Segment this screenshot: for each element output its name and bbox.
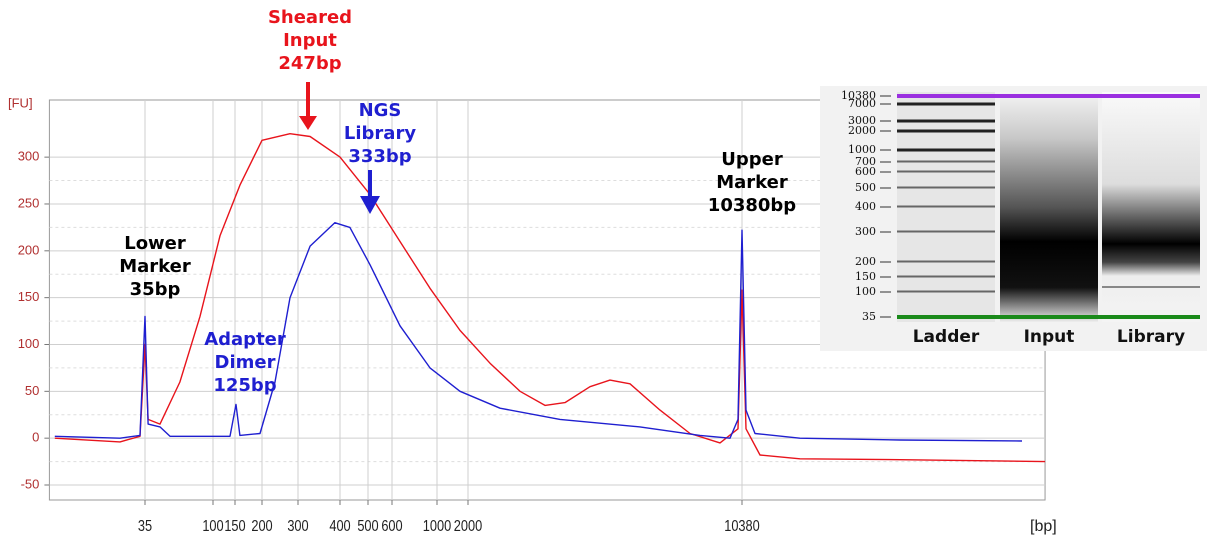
y-tick-label: -50 bbox=[21, 476, 40, 491]
ladder-band bbox=[897, 120, 995, 123]
gel-image: 1038070003000200010007006005004003002001… bbox=[820, 86, 1207, 351]
x-tick-label: 300 bbox=[287, 518, 308, 536]
annotation-text: 10380bp bbox=[708, 195, 797, 216]
ladder-size-label: 500 bbox=[855, 181, 876, 194]
annotation-text: 247bp bbox=[278, 53, 341, 74]
y-tick-label: 300 bbox=[18, 149, 40, 164]
x-tick-label: 2000 bbox=[454, 518, 482, 536]
y-tick-label: 250 bbox=[18, 195, 40, 210]
lane-label: Ladder bbox=[913, 327, 980, 347]
annotation-text: Marker bbox=[716, 172, 788, 193]
ladder-size-label: 150 bbox=[855, 270, 876, 283]
ladder-band bbox=[897, 130, 995, 133]
annotation-text: Lower bbox=[124, 233, 186, 254]
annotation-text: Adapter bbox=[204, 329, 286, 350]
ladder-band bbox=[897, 187, 995, 189]
ladder-size-label: 300 bbox=[855, 225, 876, 238]
ladder-size-label: 600 bbox=[855, 165, 876, 178]
ladder-size-label: 400 bbox=[855, 200, 876, 213]
annotation-text: Sheared bbox=[268, 7, 352, 28]
x-tick-label: 200 bbox=[251, 518, 272, 536]
ladder-size-label: 100 bbox=[855, 285, 876, 298]
y-tick-label: 200 bbox=[18, 242, 40, 257]
annotation-text: NGS bbox=[359, 100, 402, 121]
y-tick-label: 0 bbox=[32, 430, 39, 445]
ladder-size-label: 7000 bbox=[848, 97, 876, 110]
annotation-text: Library bbox=[344, 123, 416, 144]
ladder-band bbox=[897, 161, 995, 163]
ladder-size-label: 200 bbox=[855, 255, 876, 268]
lower-marker-line bbox=[897, 315, 1200, 319]
ladder-band bbox=[897, 103, 995, 106]
lane-label: Input bbox=[1024, 327, 1075, 347]
annotation-text: 333bp bbox=[348, 146, 411, 167]
upper-marker-line bbox=[897, 94, 1200, 98]
x-tick-label: 10380 bbox=[724, 518, 760, 536]
chart: -500501001502002503003510015020030040050… bbox=[0, 0, 1207, 551]
ladder-size-label: 35 bbox=[862, 310, 876, 323]
x-unit: [bp] bbox=[1030, 518, 1057, 535]
ladder-band bbox=[897, 261, 995, 263]
x-tick-label: 600 bbox=[381, 518, 402, 536]
ladder-band bbox=[897, 149, 995, 152]
input-lane bbox=[1000, 92, 1098, 322]
ladder-band bbox=[897, 206, 995, 208]
ladder-size-label: 2000 bbox=[848, 124, 876, 137]
page: {"chart_data": { "type": "line", "y_unit… bbox=[0, 0, 1207, 551]
library-band bbox=[1102, 286, 1200, 288]
lane-label: Library bbox=[1117, 327, 1185, 347]
ladder-band bbox=[897, 231, 995, 233]
x-tick-label: 100 bbox=[202, 518, 223, 536]
y-tick-label: 100 bbox=[18, 336, 40, 351]
y-tick-label: 150 bbox=[18, 289, 40, 304]
x-tick-label: 150 bbox=[224, 518, 245, 536]
annotation-text: 125bp bbox=[213, 375, 276, 396]
ladder-band bbox=[897, 276, 995, 278]
x-tick-label: 500 bbox=[357, 518, 378, 536]
annotation-text: Marker bbox=[119, 256, 191, 277]
ladder-band bbox=[897, 171, 995, 173]
annotation-text: Upper bbox=[721, 149, 783, 170]
y-unit: [FU] bbox=[8, 95, 33, 110]
annotation-text: Input bbox=[283, 30, 337, 51]
annotation-text: 35bp bbox=[130, 279, 181, 300]
x-tick-label: 35 bbox=[138, 518, 152, 536]
annotation-text: Dimer bbox=[215, 352, 276, 373]
ladder-band bbox=[897, 291, 995, 293]
x-tick-label: 1000 bbox=[423, 518, 451, 536]
x-tick-label: 400 bbox=[329, 518, 350, 536]
y-tick-label: 50 bbox=[25, 383, 39, 398]
